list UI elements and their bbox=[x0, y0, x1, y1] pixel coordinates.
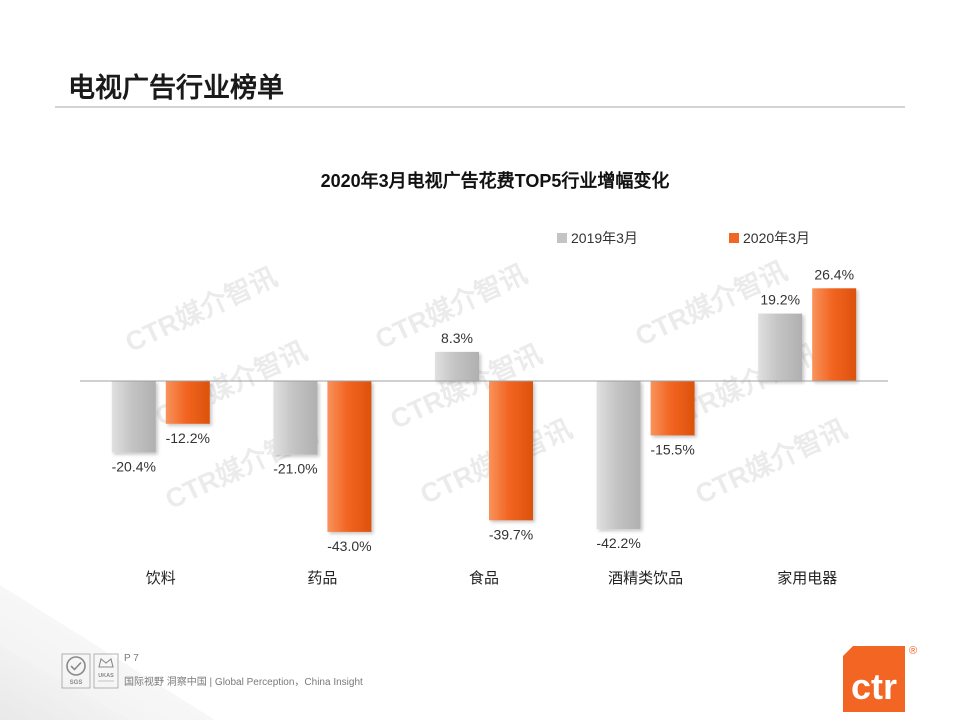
bar-2020-mar-category-4 bbox=[650, 381, 695, 436]
legend-swatch-2020-mar bbox=[729, 233, 739, 243]
bar-2020-mar-category-3 bbox=[489, 381, 533, 521]
footer-slogan: 国际视野 洞察中国 | Global Perception，China Insi… bbox=[124, 675, 363, 688]
bar-2019-mar-category-1 bbox=[111, 381, 156, 453]
ukas-logo-text: UKAS bbox=[98, 673, 114, 679]
page-number: P 7 bbox=[124, 653, 139, 664]
value-label-2019-mar-category-3: 8.3% bbox=[441, 330, 473, 346]
corner-decoration bbox=[0, 585, 215, 720]
ctr-brand-logo: ctr ® bbox=[843, 645, 917, 712]
legend: 2019年3月 2020年3月 bbox=[557, 230, 810, 246]
bar-2020-mar-category-1 bbox=[165, 381, 210, 424]
category-label-5: 家用电器 bbox=[777, 570, 837, 587]
bars bbox=[111, 288, 857, 532]
legend-label-2019-mar: 2019年3月 bbox=[571, 230, 638, 246]
sgs-logo: SGS bbox=[61, 653, 91, 689]
chart-title: 2020年3月电视广告花费TOP5行业增幅变化 bbox=[321, 170, 670, 191]
watermark-text: CTR媒介智讯 bbox=[120, 261, 281, 358]
page-title: 电视广告行业榜单 bbox=[68, 72, 284, 103]
bar-2019-mar-category-4 bbox=[596, 381, 641, 530]
sgs-seal-icon bbox=[66, 656, 86, 676]
value-label-2020-mar-category-1: -12.2% bbox=[166, 430, 210, 446]
bar-2019-mar-category-5 bbox=[758, 313, 803, 381]
sgs-logo-text: SGS bbox=[70, 680, 83, 686]
bar-2020-mar-category-2 bbox=[327, 381, 372, 532]
registered-mark: ® bbox=[909, 645, 917, 657]
legend-label-2020-mar: 2020年3月 bbox=[743, 230, 810, 246]
brand-logo-shape bbox=[843, 646, 905, 712]
value-label-2020-mar-category-5: 26.4% bbox=[814, 266, 854, 282]
legend-swatch-2019-mar bbox=[557, 233, 567, 243]
footer: SGS UKAS P 7 国际视野 洞察中国 | Global Percepti… bbox=[61, 645, 917, 712]
category-labels: 饮料 药品 食品 酒精类饮品 家用电器 bbox=[146, 570, 837, 587]
value-label-2019-mar-category-2: -21.0% bbox=[273, 461, 317, 477]
bar-2020-mar-category-5 bbox=[812, 288, 857, 381]
bar-chart: 2020年3月电视广告花费TOP5行业增幅变化 2019年3月 2020年3月 … bbox=[80, 170, 888, 587]
value-labels: -20.4% -12.2% -21.0% -43.0% 8.3% -39.7% -42.2%… bbox=[112, 266, 854, 554]
value-label-2019-mar-category-5: 19.2% bbox=[760, 292, 800, 308]
legend-item-2019-mar: 2019年3月 bbox=[557, 230, 638, 246]
value-label-2020-mar-category-4: -15.5% bbox=[650, 441, 694, 457]
legend-item-2020-mar: 2020年3月 bbox=[729, 230, 810, 246]
bar-2019-mar-category-2 bbox=[273, 381, 318, 455]
value-label-2019-mar-category-4: -42.2% bbox=[596, 535, 640, 551]
value-label-2020-mar-category-2: -43.0% bbox=[327, 538, 371, 554]
watermark-text: CTR媒介智讯 bbox=[690, 413, 851, 510]
category-label-1: 饮料 bbox=[146, 570, 176, 587]
category-label-2: 药品 bbox=[307, 570, 337, 587]
watermarks: CTR媒介智讯 CTR媒介智讯 CTR媒介智讯 CTR媒介智讯 CTR媒介智讯 … bbox=[120, 255, 851, 515]
value-label-2019-mar-category-1: -20.4% bbox=[112, 459, 156, 475]
category-label-4: 酒精类饮品 bbox=[608, 570, 683, 587]
crown-icon bbox=[98, 658, 114, 668]
category-label-3: 食品 bbox=[469, 570, 499, 587]
value-label-2020-mar-category-3: -39.7% bbox=[489, 526, 533, 542]
bar-2019-mar-category-3 bbox=[435, 351, 479, 381]
brand-logo-text: ctr bbox=[851, 666, 897, 707]
ukas-logo: UKAS bbox=[93, 653, 119, 689]
